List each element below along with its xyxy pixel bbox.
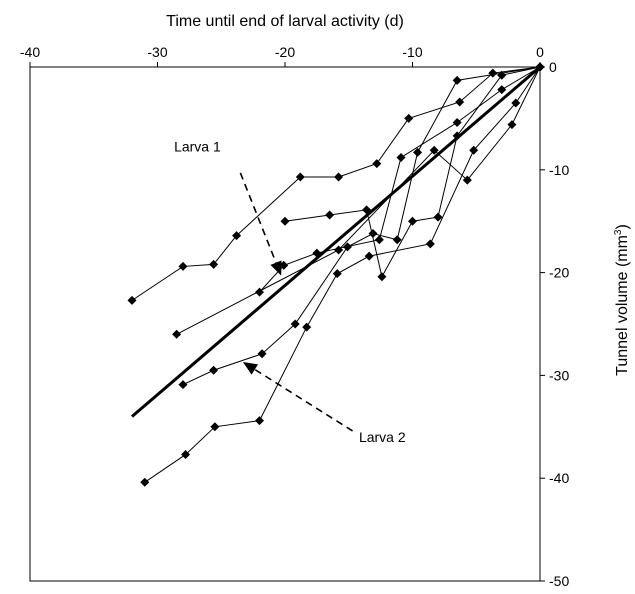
data-point (462, 175, 472, 185)
series-line (176, 66, 541, 335)
data-point (280, 216, 290, 226)
data-point (507, 120, 517, 130)
data-point (334, 245, 344, 255)
y-tick-label: -50 (549, 573, 569, 589)
data-point (404, 113, 414, 123)
series-line (144, 66, 541, 483)
data-point (374, 235, 384, 245)
data-point (497, 85, 507, 95)
data-point (178, 261, 188, 271)
data-point (209, 365, 219, 375)
data-point (511, 98, 521, 108)
y-axis: 0 -10 -20 -30 -40 -50 (540, 59, 569, 589)
data-point (364, 251, 374, 261)
trend-layer (131, 65, 541, 418)
data-point (334, 172, 344, 182)
x-tick-label: -30 (147, 44, 167, 60)
annotation-arrow-line (239, 172, 277, 263)
data-point (255, 416, 264, 426)
x-axis-title: Time until end of larval activity (d) (166, 13, 404, 30)
data-point (429, 145, 439, 155)
annotation-arrowhead (242, 362, 258, 375)
data-point (392, 235, 402, 245)
annotation-layer: Larva 1 Larva 2 (174, 138, 406, 445)
data-point (377, 272, 387, 282)
x-tick-label: 0 (536, 44, 544, 60)
data-point (257, 349, 267, 359)
data-point (325, 210, 335, 220)
annotation-arrow-line (254, 368, 354, 432)
data-point (290, 319, 300, 329)
trend-line (131, 65, 541, 418)
y-tick-label: 0 (549, 59, 557, 75)
data-point (452, 75, 462, 85)
series-line (259, 66, 541, 293)
annotation-2: Larva 2 (242, 362, 406, 445)
series-line (182, 66, 541, 386)
data-point (469, 145, 479, 155)
data-point (452, 118, 462, 128)
data-point (425, 239, 435, 249)
data-point (368, 229, 378, 239)
x-axis: -40 -30 -20 -10 0 (20, 44, 544, 67)
x-tick-label: -20 (275, 44, 295, 60)
plot-border (29, 66, 541, 582)
annotation-1: Larva 1 (174, 138, 282, 276)
data-point (413, 147, 423, 157)
data-point (408, 216, 417, 226)
data-point (181, 450, 191, 460)
data-point (332, 269, 342, 279)
data-point (433, 212, 443, 222)
data-point (178, 380, 188, 390)
data-point (209, 259, 219, 269)
series-6 (172, 62, 545, 339)
y-tick-label: -30 (549, 367, 569, 383)
data-point (295, 172, 305, 182)
data-point (210, 422, 220, 432)
y-axis-title: Tunnel volume (mm3) (613, 224, 631, 376)
x-tick-label: -40 (20, 44, 40, 60)
annotation-label: Larva 2 (359, 429, 406, 445)
data-point (372, 159, 382, 169)
y-tick-label: -20 (549, 265, 569, 281)
data-point (140, 477, 150, 487)
y-tick-label: -40 (549, 470, 569, 486)
data-point (342, 242, 352, 252)
plot-frame (29, 66, 541, 582)
series-line (131, 66, 541, 301)
data-point (396, 152, 406, 162)
data-point (172, 329, 182, 339)
data-point (455, 97, 465, 107)
data-point (302, 322, 312, 332)
series-layer (127, 62, 545, 487)
y-tick-label: -10 (549, 162, 569, 178)
data-point (127, 295, 137, 305)
series-5 (140, 62, 545, 487)
series-1 (127, 62, 545, 305)
data-point (232, 231, 242, 241)
annotation-arrowhead (270, 260, 282, 276)
x-tick-label: -10 (402, 44, 422, 60)
annotation-label: Larva 1 (174, 138, 221, 154)
